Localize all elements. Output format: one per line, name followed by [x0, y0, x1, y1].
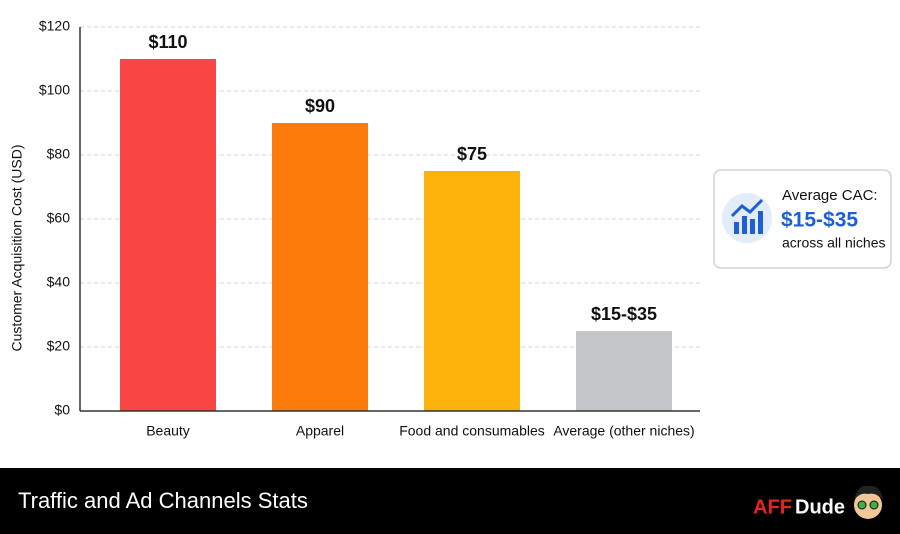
- x-tick-label: Average (other niches): [553, 423, 694, 439]
- x-tick-label: Food and consumables: [399, 423, 545, 439]
- y-tick-label: $80: [47, 146, 71, 162]
- bar: [576, 331, 672, 411]
- callout-box: [713, 169, 892, 269]
- bar: [424, 171, 520, 411]
- y-tick-label: $20: [47, 338, 71, 354]
- value-label: $15-$35: [591, 304, 657, 324]
- callout-icon: [734, 211, 763, 234]
- callout-icon-line: [730, 198, 764, 218]
- y-tick-label: $100: [39, 82, 70, 98]
- y-tick-label: $120: [39, 18, 70, 34]
- x-tick-label: Apparel: [296, 423, 344, 439]
- value-label: $110: [148, 32, 187, 52]
- logo-left: AFF: [753, 496, 792, 518]
- bar: [120, 59, 216, 411]
- y-tick-label: $60: [47, 210, 71, 226]
- logo-face: [854, 491, 882, 519]
- callout-note: across all niches: [782, 235, 886, 251]
- callout-title: Average CAC:: [782, 187, 878, 204]
- footer-title: Traffic and Ad Channels Stats: [18, 488, 308, 513]
- bar: [272, 123, 368, 411]
- footer-bar: [0, 468, 900, 534]
- callout-value: $15-$35: [781, 209, 858, 232]
- logo-right: Dude: [795, 496, 845, 518]
- logo-eye: [857, 500, 867, 510]
- y-axis-label: Customer Acquisition Cost (USD): [9, 145, 25, 352]
- value-label: $90: [305, 96, 335, 116]
- value-label: $75: [457, 144, 487, 164]
- callout: Average CAC: $15-$35 across all niches: [713, 169, 892, 269]
- logo-eye: [869, 500, 879, 510]
- y-tick-label: $40: [47, 274, 71, 290]
- logo-hair: [854, 485, 883, 500]
- y-tick-label: $0: [54, 402, 70, 418]
- x-tick-label: Beauty: [146, 423, 190, 439]
